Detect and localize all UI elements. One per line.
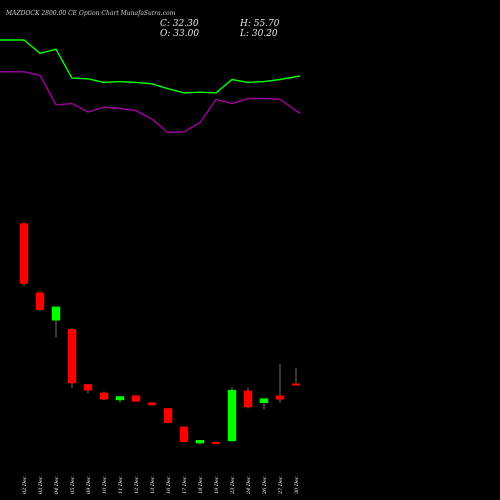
x-axis-tick-label: 23 Dec — [230, 476, 236, 495]
x-axis-tick-label: 03 Dec — [38, 476, 44, 494]
x-axis-tick-label: 02 Dec — [22, 476, 28, 494]
candle-body — [259, 398, 269, 404]
candle-body — [115, 396, 125, 401]
candle-body — [179, 426, 189, 442]
moving-average-line-purple — [0, 71, 301, 134]
candle-body — [51, 306, 61, 321]
candle-body — [243, 390, 253, 408]
candle-body — [195, 439, 205, 444]
close-readout: C: 32.30 — [160, 19, 199, 29]
candle-body — [83, 384, 93, 391]
x-axis-tick-label: 11 Dec — [118, 476, 124, 494]
x-axis-tick-label: 18 Dec — [198, 476, 204, 494]
candle-body — [67, 329, 77, 384]
x-axis-tick-label: 19 Dec — [214, 476, 220, 494]
candle-body — [19, 223, 29, 284]
x-axis-tick-label: 10 Dec — [102, 476, 108, 494]
candle-body — [291, 383, 301, 386]
high-readout: H: 55.70 — [240, 19, 280, 29]
x-axis-tick-label: 12 Dec — [134, 476, 140, 494]
x-axis-tick-label: 30 Dec — [294, 476, 300, 494]
x-axis-tick-label: 13 Dec — [150, 476, 156, 494]
candle-body — [227, 389, 237, 442]
low-readout: L: 30.20 — [240, 29, 278, 39]
candle-body — [99, 392, 109, 400]
x-axis-tick-label: 17 Dec — [182, 476, 188, 494]
x-axis-tick-label: 24 Dec — [246, 476, 252, 495]
candle-body — [131, 395, 141, 402]
candle-body — [275, 395, 285, 400]
x-axis-tick-label: 27 Dec — [278, 476, 284, 495]
candle-body — [163, 408, 173, 423]
candle-body — [211, 442, 221, 445]
x-axis-tick-label: 04 Dec — [54, 476, 60, 494]
candle-body — [147, 402, 157, 406]
candle-body — [35, 292, 45, 310]
x-axis-tick-label: 16 Dec — [166, 476, 172, 494]
chart-title: MAZDOCK 2800.00 CE Option Chart MunafaSu… — [6, 10, 176, 17]
open-readout: O: 33.00 — [160, 29, 200, 39]
x-axis-tick-label: 09 Dec — [86, 476, 92, 494]
x-axis-tick-label: 26 Dec — [262, 476, 268, 495]
moving-average-line-green — [0, 39, 301, 94]
x-axis-tick-label: 05 Dec — [70, 476, 76, 494]
